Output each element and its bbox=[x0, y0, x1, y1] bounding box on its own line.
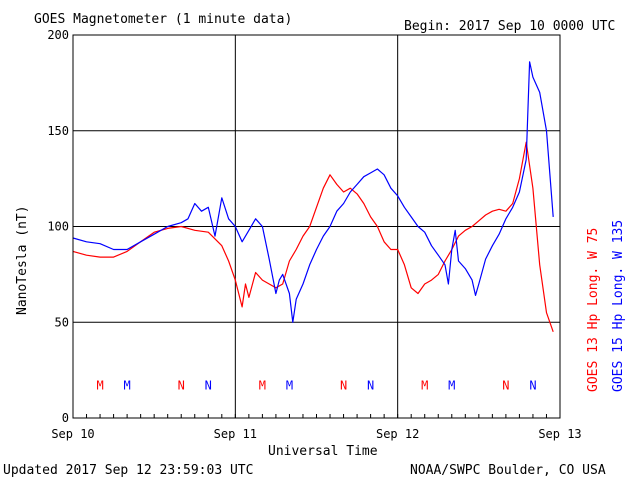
begin-time: Begin: 2017 Sep 10 0000 UTC bbox=[404, 19, 615, 34]
series-lines bbox=[72, 61, 554, 332]
midnight-marker: M bbox=[96, 378, 103, 392]
x-tick-label: Sep 10 bbox=[51, 427, 94, 441]
legend-goes15: GOES 15 Hp Long. W 135 bbox=[611, 220, 626, 392]
y-axis-label: NanoTesla (nT) bbox=[15, 205, 30, 315]
x-axis-label: Universal Time bbox=[268, 444, 378, 459]
tick-labels: 0 50 100 150 200 Sep 10 Sep 11 Sep 12 Sep 13 bbox=[47, 28, 581, 441]
x-tick-label: Sep 12 bbox=[376, 427, 419, 441]
noon-marker: N bbox=[205, 378, 212, 392]
chart-title: GOES Magnetometer (1 minute data) bbox=[34, 12, 292, 27]
noon-marker: N bbox=[367, 378, 374, 392]
y-tick-label: 50 bbox=[55, 315, 69, 329]
midnight-marker: M bbox=[286, 378, 293, 392]
plot-frame bbox=[72, 34, 561, 419]
midnight-marker: M bbox=[123, 378, 130, 392]
updated-timestamp: Updated 2017 Sep 12 23:59:03 UTC bbox=[3, 463, 253, 478]
series-goes13-line bbox=[72, 141, 554, 332]
y-tick-label: 200 bbox=[47, 28, 69, 42]
midnight-marker: M bbox=[421, 378, 428, 392]
y-tick-label: 100 bbox=[47, 220, 69, 234]
y-tick-label: 150 bbox=[47, 124, 69, 138]
noon-marker: N bbox=[502, 378, 509, 392]
x-tick-label: Sep 11 bbox=[214, 427, 257, 441]
midnight-marker: M bbox=[259, 378, 266, 392]
legend-goes13: GOES 13 Hp Long. W 75 bbox=[586, 228, 601, 392]
noon-marker: N bbox=[178, 378, 185, 392]
x-tick-label: Sep 13 bbox=[538, 427, 581, 441]
y-tick-label: 0 bbox=[62, 411, 69, 425]
noon-marker: N bbox=[340, 378, 347, 392]
midnight-marker: M bbox=[448, 378, 455, 392]
data-source: NOAA/SWPC Boulder, CO USA bbox=[410, 463, 606, 478]
series-goes15-line bbox=[72, 61, 554, 323]
noon-marker: N bbox=[529, 378, 536, 392]
